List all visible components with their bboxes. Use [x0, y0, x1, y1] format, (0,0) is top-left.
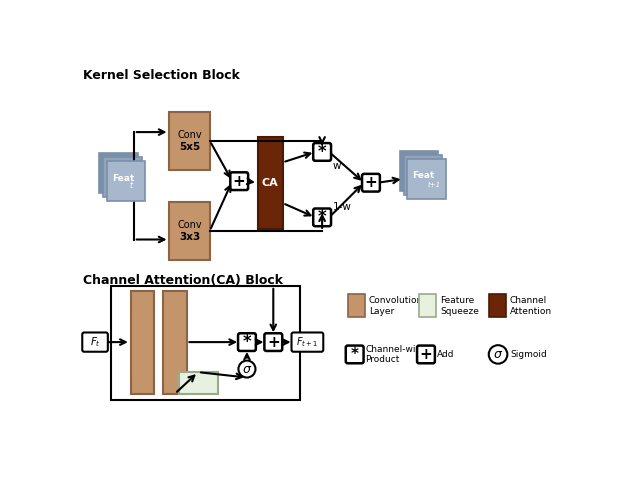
Bar [99, 153, 138, 193]
Text: *: * [243, 333, 251, 351]
Bar [170, 112, 210, 170]
Text: Conv: Conv [177, 220, 202, 230]
Text: 3x3: 3x3 [179, 232, 200, 242]
Bar [110, 286, 300, 400]
FancyBboxPatch shape [265, 333, 282, 351]
Text: CA: CA [262, 178, 278, 187]
Bar [404, 155, 442, 195]
Text: Convolution
Layer: Convolution Layer [369, 296, 423, 315]
Bar [170, 202, 210, 260]
Bar [489, 294, 506, 317]
Text: *: * [318, 143, 326, 161]
Bar [348, 294, 365, 317]
Text: 1-w: 1-w [333, 201, 352, 212]
Text: Channel
Attention: Channel Attention [510, 296, 552, 315]
Text: Feat: Feat [412, 171, 435, 180]
Text: +: + [364, 175, 378, 190]
Text: +: + [267, 335, 280, 350]
FancyBboxPatch shape [313, 208, 331, 226]
Text: Feature
Squeeze: Feature Squeeze [440, 296, 479, 315]
Text: Channel-wise
Product: Channel-wise Product [366, 345, 426, 364]
Bar [178, 372, 218, 394]
Text: t+1: t+1 [427, 182, 441, 188]
Text: w: w [333, 161, 341, 171]
Text: t: t [129, 182, 132, 190]
Text: 5x5: 5x5 [179, 142, 200, 152]
Text: Add: Add [437, 350, 454, 359]
Text: +: + [419, 347, 432, 362]
Circle shape [489, 345, 507, 364]
Text: Sigmoid: Sigmoid [510, 350, 547, 359]
FancyBboxPatch shape [82, 332, 108, 352]
FancyBboxPatch shape [291, 332, 323, 352]
Text: $F_{t+1}$: $F_{t+1}$ [296, 335, 318, 349]
FancyBboxPatch shape [417, 346, 435, 363]
Bar [103, 157, 142, 197]
Text: $\sigma$: $\sigma$ [493, 348, 503, 361]
Text: Feat: Feat [112, 174, 134, 183]
Text: *: * [351, 347, 359, 362]
Bar [407, 159, 446, 199]
Circle shape [238, 361, 255, 377]
FancyBboxPatch shape [313, 143, 331, 161]
Text: +: + [233, 174, 246, 188]
Bar [419, 294, 436, 317]
FancyBboxPatch shape [346, 346, 364, 363]
Bar [107, 161, 145, 201]
Text: $F_t$: $F_t$ [89, 335, 100, 349]
Text: *: * [318, 208, 326, 226]
Bar [399, 151, 439, 191]
Text: $\sigma$: $\sigma$ [242, 363, 252, 375]
FancyBboxPatch shape [362, 174, 380, 191]
Bar [163, 291, 187, 394]
FancyBboxPatch shape [238, 333, 256, 351]
FancyBboxPatch shape [230, 172, 248, 190]
Text: Conv: Conv [177, 129, 202, 139]
Bar [258, 136, 283, 229]
Bar [130, 291, 154, 394]
Text: Kernel Selection Block: Kernel Selection Block [82, 69, 240, 82]
Text: Channel Attention(CA) Block: Channel Attention(CA) Block [82, 274, 283, 287]
